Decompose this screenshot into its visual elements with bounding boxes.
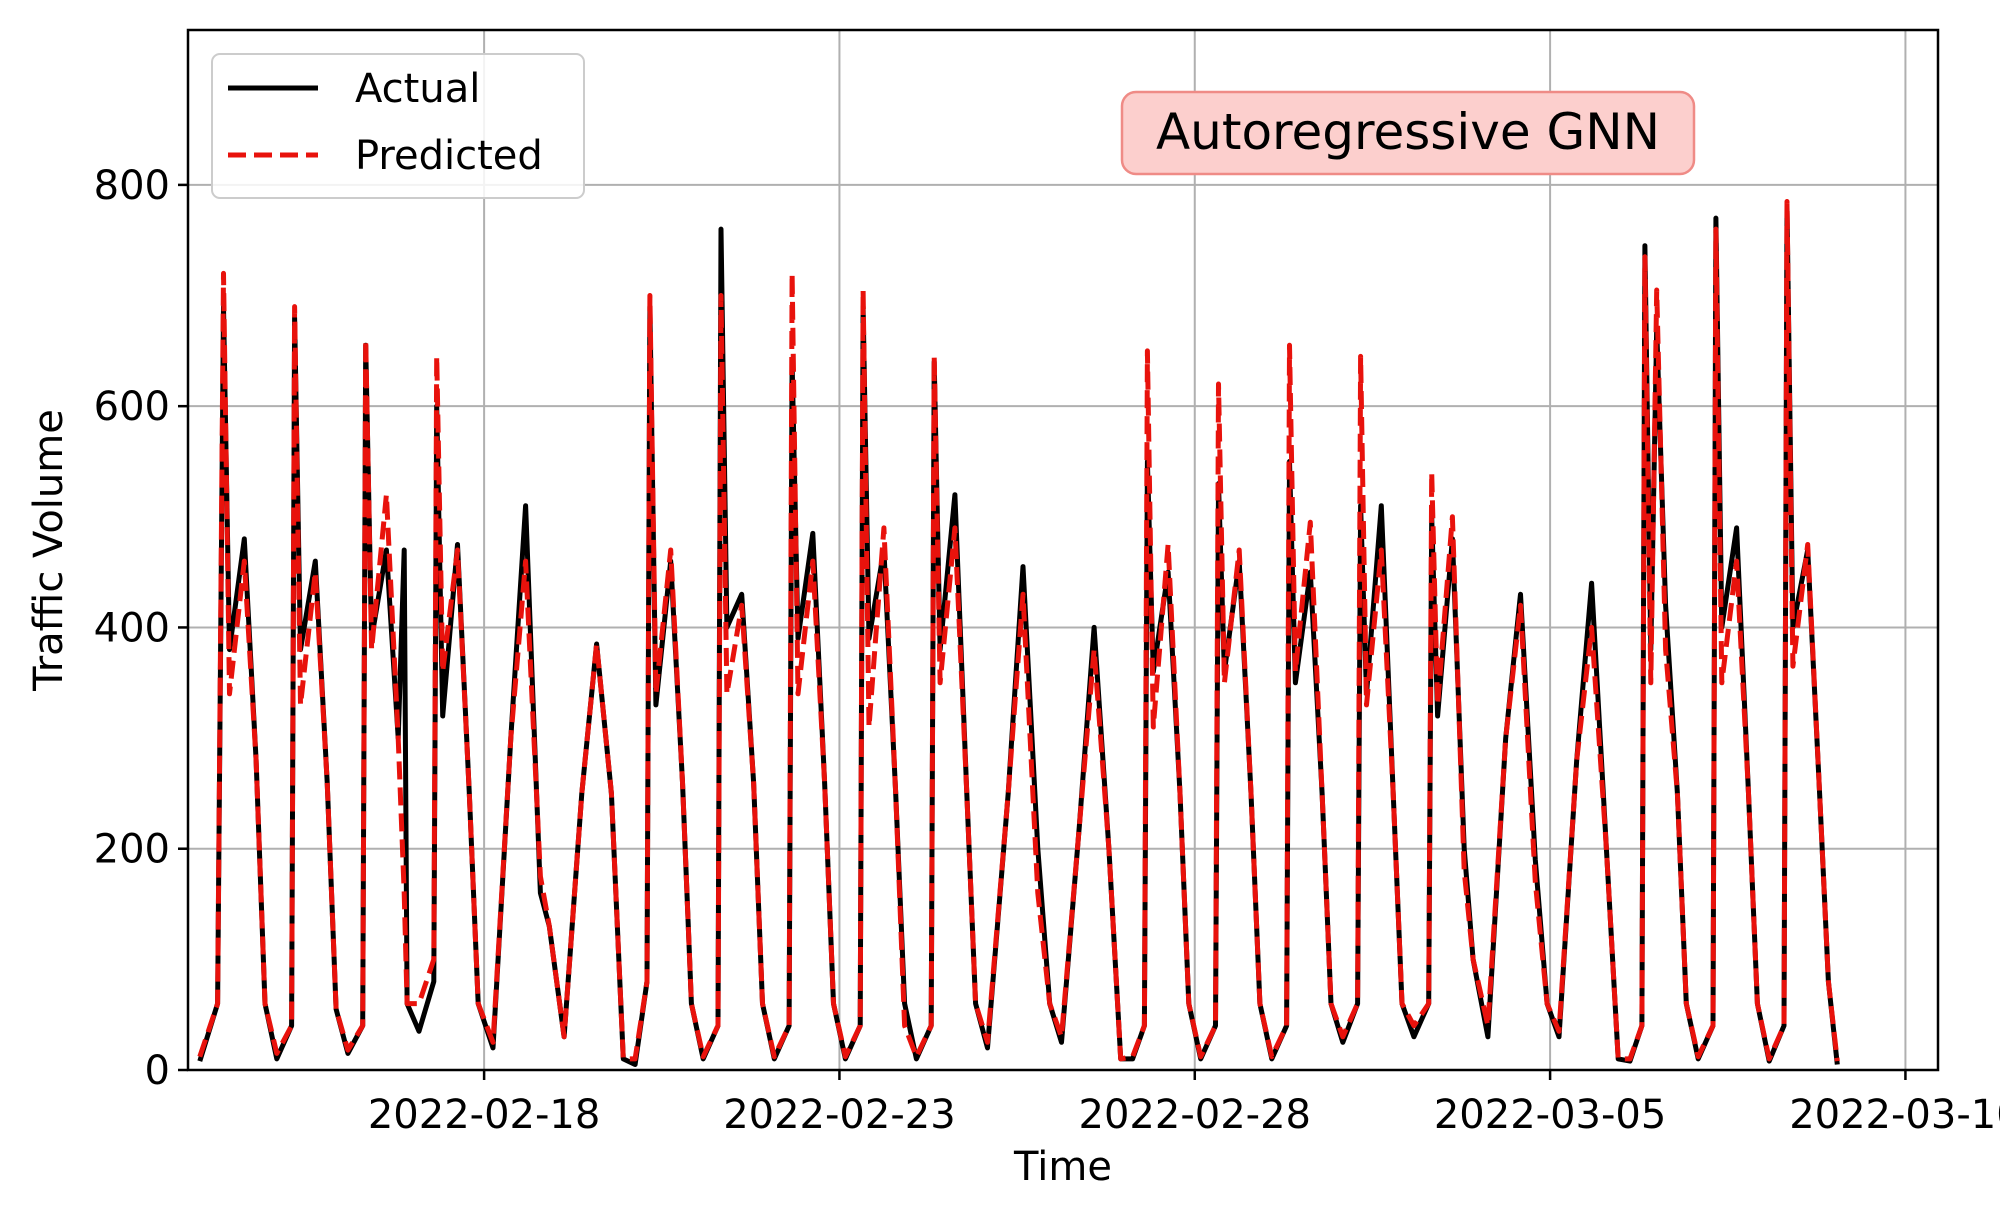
y-tick-label: 800 xyxy=(94,163,170,209)
y-tick-label: 400 xyxy=(94,605,170,651)
x-tick-label: 2022-02-18 xyxy=(368,1092,600,1138)
x-tick-label: 2022-03-10 xyxy=(1789,1092,2000,1138)
x-axis-label: Time xyxy=(1013,1144,1112,1190)
title-box-background xyxy=(1120,90,1696,176)
legend: Actual Predicted xyxy=(211,53,585,199)
title-box: Autoregressive GNN xyxy=(1120,90,1696,176)
x-tick-label: 2022-03-05 xyxy=(1434,1092,1666,1138)
y-axis-label: Traffic Volume xyxy=(26,409,72,692)
x-tick-label: 2022-02-28 xyxy=(1079,1092,1311,1138)
axis-ticks: 0 200 400 600 800 2022-02-18 2022-02-23 2022-02… xyxy=(94,163,2000,1138)
legend-label-actual: Actual xyxy=(355,66,480,112)
legend-label-predicted: Predicted xyxy=(355,133,543,179)
plot-frame xyxy=(186,28,1940,1072)
y-tick-label: 200 xyxy=(94,827,170,873)
series-line-predicted xyxy=(197,199,1840,1062)
x-tick-label: 2022-02-23 xyxy=(723,1092,955,1138)
y-tick-label: 600 xyxy=(94,384,170,430)
series-layer xyxy=(197,199,1840,1067)
y-tick-label: 0 xyxy=(145,1048,170,1094)
chart-title: Autoregressive GNN xyxy=(1156,103,1660,161)
